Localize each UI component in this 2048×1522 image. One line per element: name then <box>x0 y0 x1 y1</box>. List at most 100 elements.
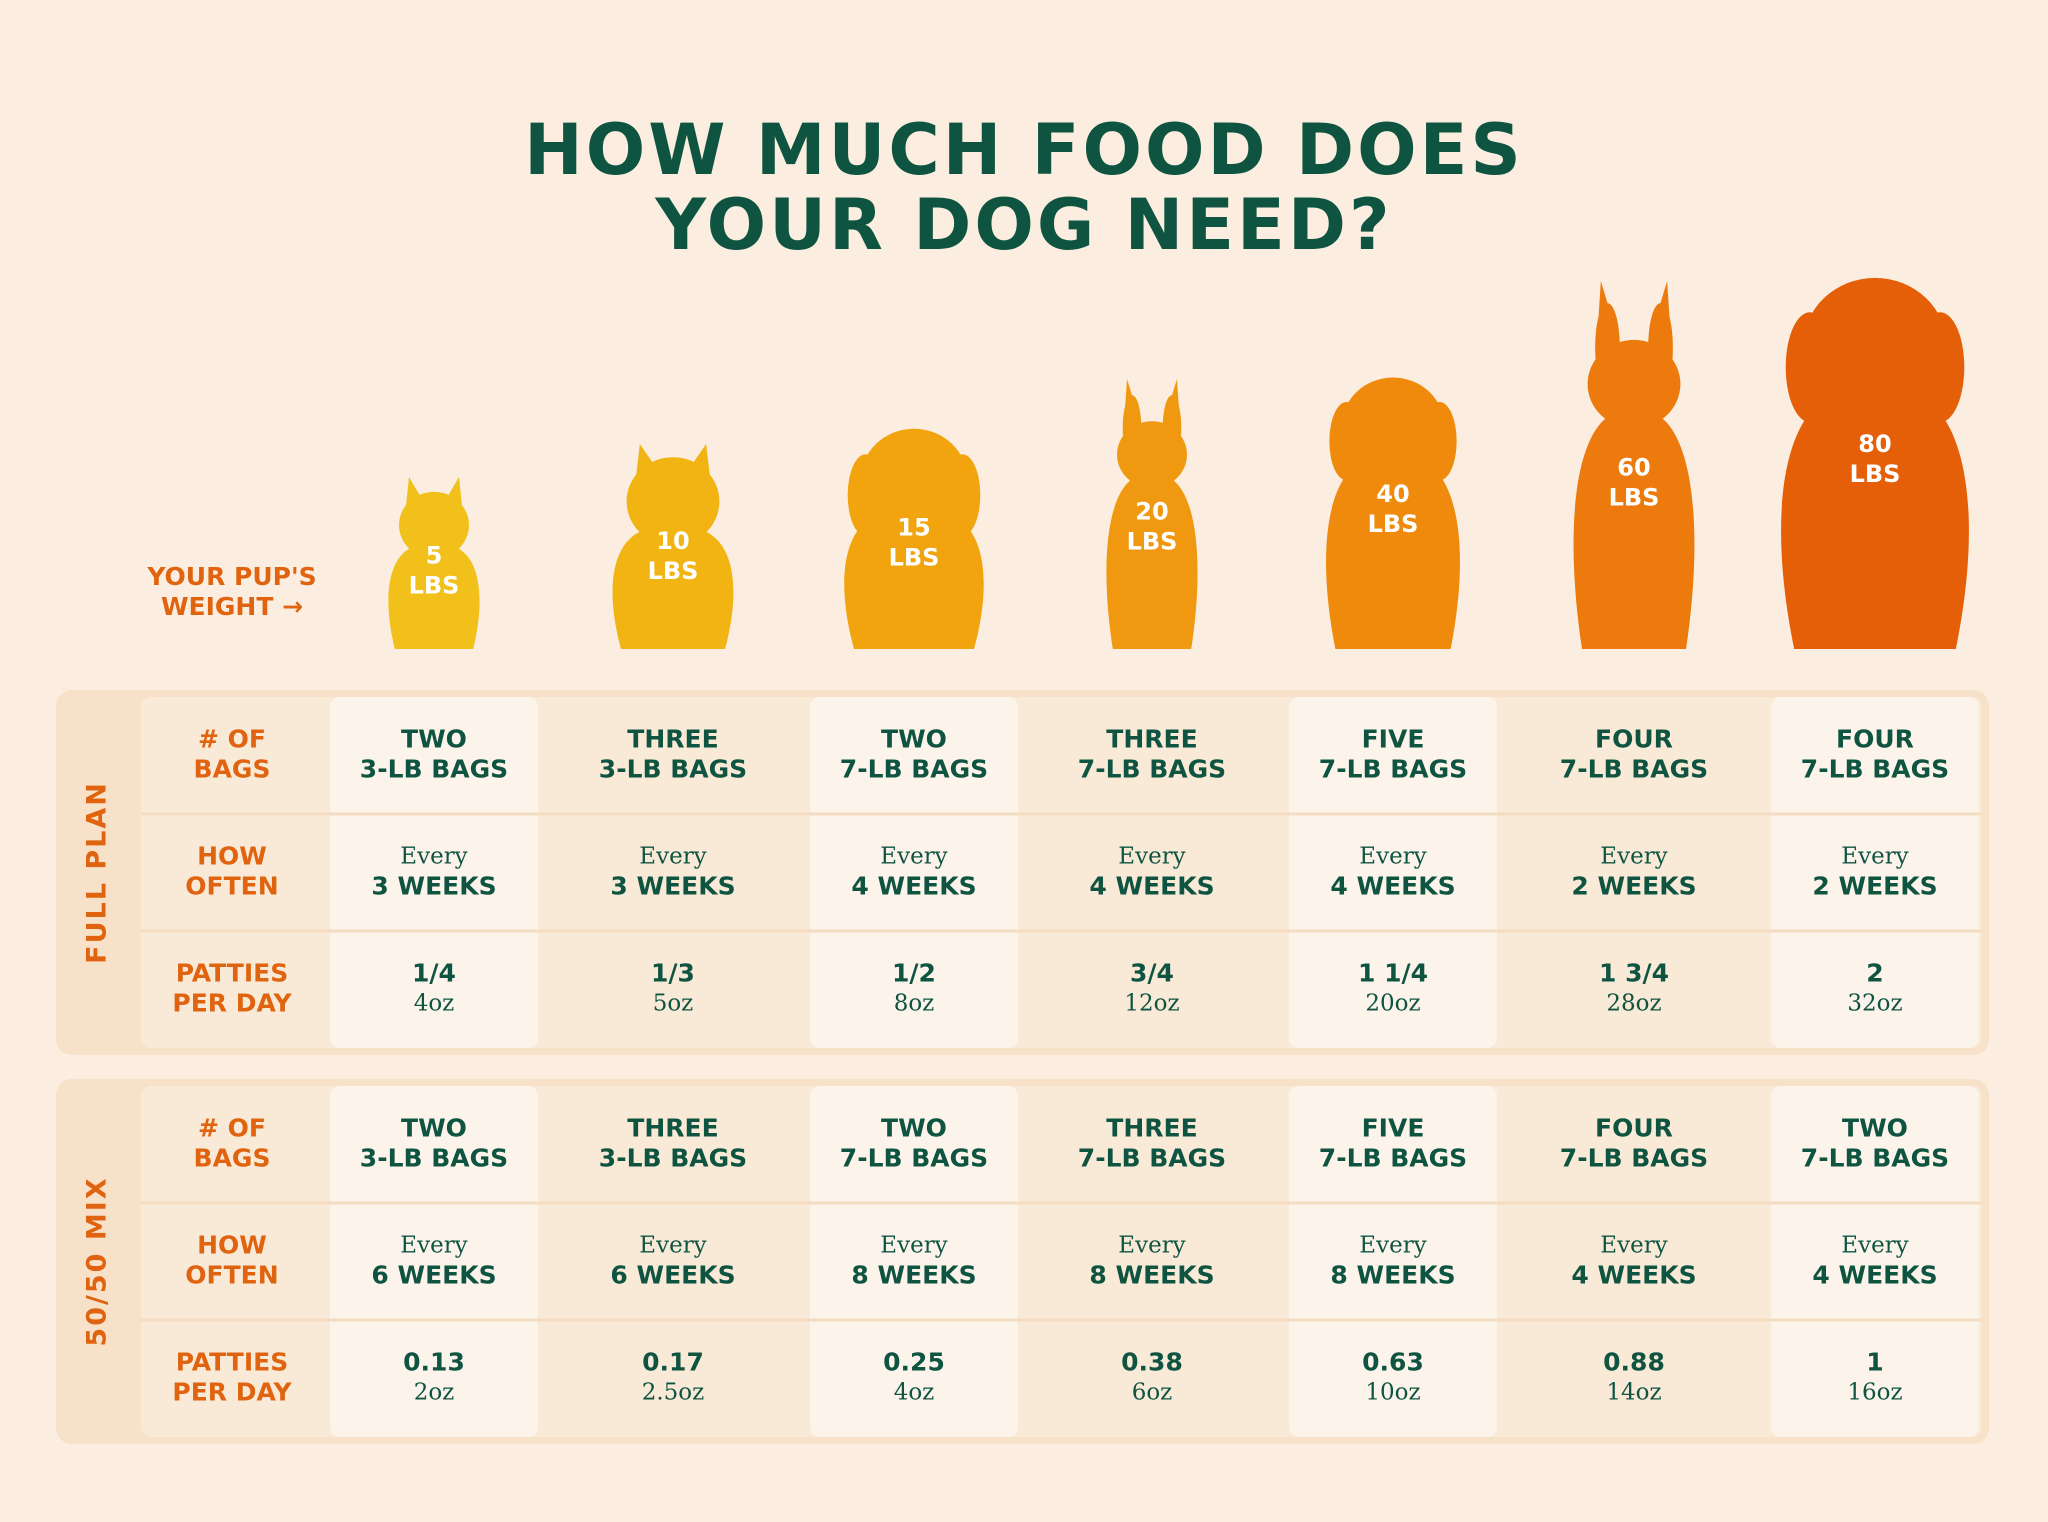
row-label: BAGS <box>194 1144 271 1173</box>
title-line: YOUR DOG NEED? <box>654 184 1392 266</box>
cell-line: 0.88 <box>1603 1348 1665 1377</box>
cell-line: 7-LB BAGS <box>1560 1144 1708 1173</box>
weight-unit: LBS <box>1368 510 1419 538</box>
weight-unit: LBS <box>1609 483 1660 511</box>
weight-value: 40 <box>1376 480 1409 508</box>
row-label: PER DAY <box>172 989 292 1018</box>
cell-line: TWO <box>881 725 947 754</box>
cell-line: 2oz <box>414 1380 455 1406</box>
dog-ear <box>847 454 884 536</box>
cell-line: Every <box>1841 844 1908 870</box>
cell-line: 7-LB BAGS <box>1078 1144 1226 1173</box>
cell-line: Every <box>1359 844 1426 870</box>
cell-line: THREE <box>627 1114 718 1143</box>
dog-ear <box>1122 395 1142 461</box>
cell-line: 3-LB BAGS <box>599 755 747 784</box>
section-inner <box>141 697 1982 1048</box>
dog-silhouette <box>1326 377 1460 649</box>
cell-line: 6oz <box>1132 1380 1173 1406</box>
cell-line: 7-LB BAGS <box>1560 755 1708 784</box>
column-highlight <box>1771 697 1979 1048</box>
cell-line: 3-LB BAGS <box>360 755 508 784</box>
dog-silhouette <box>612 444 734 649</box>
cell-line: Every <box>1118 1233 1185 1259</box>
cell-line: Every <box>1359 1233 1426 1259</box>
cell-line: 3/4 <box>1130 959 1174 988</box>
cell-line: 3 WEEKS <box>610 872 735 901</box>
cell-line: 2 WEEKS <box>1812 872 1937 901</box>
cell-line: FIVE <box>1362 725 1425 754</box>
dog-body <box>388 544 480 649</box>
cell-line: 3-LB BAGS <box>599 1144 747 1173</box>
dog-silhouette <box>1573 281 1695 649</box>
cell-line: 2 <box>1866 959 1883 988</box>
cell-line: Every <box>1118 844 1185 870</box>
cell-line: 2.5oz <box>642 1380 705 1406</box>
cell-line: TWO <box>401 1114 467 1143</box>
dog-ear <box>1329 402 1364 481</box>
weight-unit: LBS <box>889 543 940 571</box>
cell-line: 6 WEEKS <box>371 1261 496 1290</box>
cell-line: 7-LB BAGS <box>840 755 988 784</box>
dog-ear <box>404 501 424 528</box>
cell-line: Every <box>400 1233 467 1259</box>
dog-body <box>1573 410 1695 649</box>
row-label: OFTEN <box>185 1261 278 1290</box>
cell-line: 4 WEEKS <box>1330 872 1455 901</box>
column-highlight <box>1771 1086 1979 1437</box>
dog-silhouette <box>844 428 984 649</box>
cell-line: THREE <box>1106 725 1197 754</box>
section-name: FULL PLAN <box>82 781 113 964</box>
cell-line: FIVE <box>1362 1114 1425 1143</box>
cell-line: 1/4 <box>412 959 456 988</box>
weight-value: 5 <box>426 542 443 570</box>
dog-body <box>1326 455 1460 649</box>
cell-line: 1 <box>1866 1348 1883 1377</box>
title-line: HOW MUCH FOOD DOES <box>524 109 1524 191</box>
dog-ear <box>1916 312 1965 423</box>
column-highlight <box>810 1086 1018 1437</box>
cell-line: Every <box>639 1233 706 1259</box>
row-label: PATTIES <box>176 1348 289 1377</box>
dog-ear <box>444 501 464 528</box>
cell-line: 7-LB BAGS <box>1319 1144 1467 1173</box>
dog-ear <box>1595 303 1620 393</box>
cell-line: 4 WEEKS <box>851 872 976 901</box>
cell-line: 16oz <box>1847 1380 1902 1406</box>
cell-line: Every <box>400 844 467 870</box>
weight-value: 80 <box>1858 430 1891 458</box>
cell-line: 5oz <box>653 991 694 1017</box>
weight-value: 20 <box>1135 498 1168 526</box>
weight-unit: LBS <box>1127 528 1178 556</box>
cell-line: FOUR <box>1836 725 1914 754</box>
dog-ear <box>1785 312 1834 423</box>
cell-line: 1 1/4 <box>1358 959 1428 988</box>
row-label: HOW <box>197 1231 267 1260</box>
dog-head <box>860 428 968 531</box>
weight-label: YOUR PUP'S <box>146 562 316 591</box>
cell-line: 2 WEEKS <box>1571 872 1696 901</box>
cell-line: 0.17 <box>642 1348 704 1377</box>
weight-value: 60 <box>1617 453 1650 481</box>
row-label: PER DAY <box>172 1378 292 1407</box>
dog-silhouette <box>1106 379 1198 649</box>
cell-line: TWO <box>1842 1114 1908 1143</box>
row-label: # OF <box>198 1114 266 1143</box>
cell-line: THREE <box>627 725 718 754</box>
cell-line: 4oz <box>894 1380 935 1406</box>
cell-line: Every <box>880 844 947 870</box>
column-highlight <box>330 1086 538 1437</box>
cell-line: 1/2 <box>892 959 936 988</box>
cell-line: 12oz <box>1124 991 1179 1017</box>
cell-line: 0.63 <box>1362 1348 1424 1377</box>
cell-line: Every <box>1600 1233 1667 1259</box>
cell-line: 7-LB BAGS <box>1319 755 1467 784</box>
dog-silhouette <box>388 477 480 649</box>
cell-line: 7-LB BAGS <box>1801 755 1949 784</box>
weight-unit: LBS <box>648 557 699 585</box>
dog-ear <box>1422 402 1457 481</box>
dog-body <box>844 509 984 649</box>
dog-silhouette <box>1781 277 1969 649</box>
cell-line: 14oz <box>1606 1380 1661 1406</box>
column-highlight <box>1289 1086 1497 1437</box>
